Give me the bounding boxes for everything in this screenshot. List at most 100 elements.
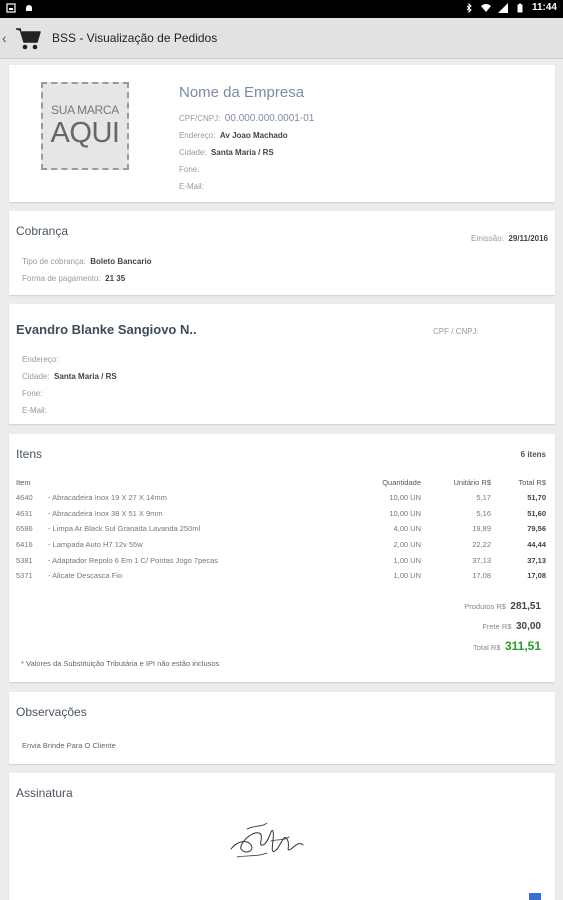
document-icon[interactable] bbox=[529, 893, 541, 900]
item-desc: - Limpa Ar Black Sul Granada Lavanda 250… bbox=[48, 524, 201, 534]
company-email-row: E-Mail: bbox=[179, 176, 204, 194]
freight-row: Frete R$ 30,00 bbox=[482, 616, 541, 634]
item-code: 6586 bbox=[16, 524, 33, 534]
products-total-row: Produtos R$ 281,51 bbox=[464, 596, 541, 614]
item-total: 79,56 bbox=[527, 524, 546, 534]
item-qty: 1,00 UN bbox=[393, 571, 421, 581]
item-total: 51,70 bbox=[527, 493, 546, 503]
signal-icon bbox=[497, 2, 508, 13]
item-qty: 1,00 UN bbox=[393, 555, 421, 565]
client-phone-label: Fone: bbox=[22, 389, 43, 398]
table-row[interactable]: 5371 - Alicate Descasca Fio 1,00 UN 17,0… bbox=[16, 568, 546, 584]
client-cpf-row: CPF / CNPJ: bbox=[433, 321, 479, 339]
item-unit: 17,08 bbox=[472, 571, 491, 581]
battery-icon bbox=[517, 3, 523, 12]
client-email-label: E-Mail: bbox=[22, 406, 47, 415]
client-address-label: Endereço: bbox=[22, 355, 59, 364]
item-desc: - Abracadeira Inox 19 X 27 X 14mm bbox=[48, 493, 167, 503]
item-unit: 37,13 bbox=[472, 555, 491, 565]
item-code: 5381 bbox=[16, 555, 33, 565]
status-bar: 11:44 bbox=[0, 0, 563, 18]
item-total: 17,08 bbox=[527, 571, 546, 581]
item-unit: 5,17 bbox=[476, 493, 491, 503]
table-row[interactable]: 4631 - Abracadeira Inox 38 X 51 X 9mm 10… bbox=[16, 506, 546, 522]
billing-type-label: Tipo de cobrança: bbox=[22, 257, 86, 266]
city-value: Santa Maria / RS bbox=[211, 148, 274, 157]
item-code: 4640 bbox=[16, 493, 33, 503]
logo-placeholder: SUA MARCA AQUI bbox=[41, 82, 129, 170]
payment-value: 21 35 bbox=[105, 274, 126, 283]
table-row[interactable]: 5381 - Adaptador Repolo 6 Em 1 C/ Pontas… bbox=[16, 552, 546, 568]
item-code: 6416 bbox=[16, 540, 33, 550]
client-city-label: Cidade: bbox=[22, 372, 50, 381]
billing-type-value: Boleto Bancario bbox=[90, 257, 152, 266]
client-phone-row: Fone: bbox=[22, 383, 42, 401]
item-total: 37,13 bbox=[527, 555, 546, 565]
logo-text-top: SUA MARCA bbox=[51, 103, 119, 117]
client-city-value: Santa Maria / RS bbox=[54, 372, 117, 381]
header-desc bbox=[48, 474, 351, 490]
tax-note: * Valores da Substituição Tributária e I… bbox=[21, 659, 220, 668]
cnpj-label: CPF/CNPJ: bbox=[179, 114, 221, 123]
signature-card: Assinatura bbox=[9, 773, 555, 900]
client-email-row: E-Mail: bbox=[22, 400, 47, 418]
grand-total-value: 311,51 bbox=[504, 639, 541, 653]
status-time: 11:44 bbox=[531, 2, 557, 13]
cnpj-value: 00.000.000.0001-01 bbox=[224, 113, 315, 124]
header-total: Total R$ bbox=[518, 477, 546, 487]
phone-label: Fone: bbox=[179, 165, 200, 174]
grand-total-label: Total R$ bbox=[472, 643, 501, 652]
items-count: 6 itens bbox=[520, 450, 546, 459]
item-total: 51,60 bbox=[527, 508, 546, 518]
item-code: 4631 bbox=[16, 508, 33, 518]
company-phone-row: Fone: bbox=[179, 159, 199, 177]
item-unit: 19,89 bbox=[472, 524, 491, 534]
emission-value: 29/11/2016 bbox=[508, 234, 548, 243]
freight-value: 30,00 bbox=[515, 621, 541, 632]
table-row[interactable]: 6416 - Lampada Auto H7 12v 55w 2,00 UN 2… bbox=[16, 537, 546, 553]
table-row[interactable]: 6586 - Limpa Ar Black Sul Granada Lavand… bbox=[16, 521, 546, 537]
wifi-icon bbox=[480, 3, 491, 12]
grand-total-row: Total R$ 311,51 bbox=[473, 637, 541, 655]
products-value: 281,51 bbox=[510, 601, 541, 612]
emission-label: Emissão: bbox=[471, 234, 504, 243]
observations-text: Envia Brinde Para O Cliente bbox=[22, 741, 116, 750]
item-code: 5371 bbox=[16, 571, 33, 581]
client-card: Evandro Blanke Sangiovo N.. CPF / CNPJ: … bbox=[9, 304, 555, 424]
table-row[interactable]: 4640 - Abracadeira Inox 19 X 27 X 14mm 1… bbox=[16, 490, 546, 506]
company-cnpj-row: CPF/CNPJ: 00.000.000.0001-01 bbox=[179, 108, 314, 126]
client-address-row: Endereço: bbox=[22, 349, 58, 367]
items-card: Itens 6 itens Item Quantidade Unitário R… bbox=[9, 434, 555, 682]
item-qty: 4,00 UN bbox=[393, 524, 421, 534]
item-desc: - Abracadeira Inox 38 X 51 X 9mm bbox=[48, 508, 163, 518]
screenshot-notification-icon bbox=[6, 3, 16, 13]
emission-row: Emissão: 29/11/2016 bbox=[471, 228, 548, 246]
company-city-row: Cidade: Santa Maria / RS bbox=[179, 142, 274, 160]
item-unit: 5,16 bbox=[476, 508, 491, 518]
page-title: BSS - Visualização de Pedidos bbox=[52, 31, 218, 45]
item-qty: 2,00 UN bbox=[393, 540, 421, 550]
email-label: E-Mail: bbox=[179, 182, 204, 191]
products-label: Produtos R$ bbox=[464, 602, 506, 611]
freight-label: Frete R$ bbox=[482, 622, 512, 631]
billing-title: Cobrança bbox=[16, 224, 69, 238]
shopping-cart-icon[interactable] bbox=[14, 24, 42, 52]
action-bar: ‹ BSS - Visualização de Pedidos bbox=[0, 18, 563, 59]
item-desc: - Alicate Descasca Fio bbox=[48, 571, 123, 581]
header-unit: Unitário R$ bbox=[453, 477, 491, 487]
item-unit: 22,22 bbox=[472, 540, 491, 550]
company-card: SUA MARCA AQUI Nome da Empresa CPF/CNPJ:… bbox=[9, 65, 555, 202]
items-title: Itens bbox=[16, 447, 43, 461]
client-name: Evandro Blanke Sangiovo N.. bbox=[16, 322, 197, 337]
items-table: Item Quantidade Unitário R$ Total R$ 464… bbox=[16, 474, 546, 584]
client-cpf-label: CPF / CNPJ: bbox=[433, 327, 479, 336]
back-arrow-icon[interactable]: ‹ bbox=[2, 30, 7, 46]
billing-card: Cobrança Emissão: 29/11/2016 Tipo de cob… bbox=[9, 211, 555, 295]
payment-label: Forma de pagamento: bbox=[22, 274, 101, 283]
signature-title: Assinatura bbox=[16, 786, 73, 800]
item-qty: 10,00 UN bbox=[389, 493, 421, 503]
item-desc: - Adaptador Repolo 6 Em 1 C/ Pontas Jogo… bbox=[48, 555, 219, 565]
billing-type-row: Tipo de cobrança: Boleto Bancario bbox=[22, 251, 152, 269]
client-city-row: Cidade: Santa Maria / RS bbox=[22, 366, 117, 384]
address-label: Endereço: bbox=[179, 131, 216, 140]
